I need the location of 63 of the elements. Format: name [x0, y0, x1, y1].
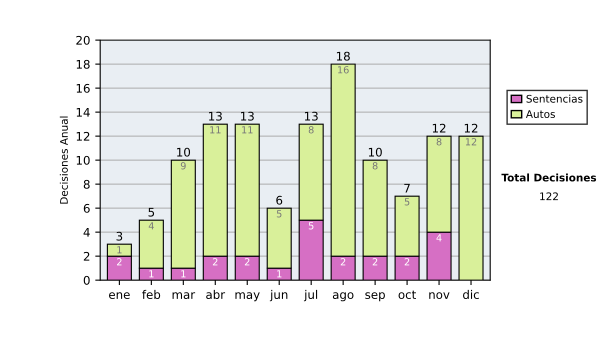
total-label: 3	[116, 232, 122, 241]
x-tick-label: ago	[332, 292, 354, 302]
y-tick-label: 6	[84, 204, 90, 213]
data-label: 12	[466, 138, 476, 146]
data-label: 1	[117, 246, 122, 254]
y-tick-label: 2	[84, 252, 90, 261]
y-tick-label: 14	[76, 108, 90, 117]
data-label: 2	[372, 258, 378, 266]
data-label: 2	[212, 258, 218, 266]
data-label: 1	[277, 270, 282, 278]
total-label: 12	[464, 124, 478, 132]
total-label: 10	[177, 148, 190, 157]
data-label: 5	[308, 222, 314, 230]
y-tick-label: 8	[84, 180, 90, 189]
total-label: 6	[276, 196, 282, 205]
total-label: 13	[209, 112, 222, 121]
total-label: 18	[336, 52, 350, 61]
y-axis-title: Decisiones Anual	[60, 116, 68, 204]
data-label: 5	[276, 210, 282, 218]
text: Total Decisiones	[501, 173, 596, 182]
data-label: 8	[372, 162, 378, 170]
x-tick-label: ene	[109, 292, 130, 300]
y-tick-label: 0	[84, 276, 90, 285]
x-tick-label: jun	[270, 290, 288, 302]
x-tick-label: oct	[398, 290, 416, 300]
total-label: 10	[368, 148, 382, 157]
data-label: 1	[149, 270, 154, 278]
legend-label: Autos	[526, 110, 555, 118]
x-tick-label: may	[235, 292, 260, 302]
y-tick-label: 18	[76, 60, 90, 69]
x-tick-label: dic	[463, 290, 479, 300]
y-tick-label: 20	[76, 36, 90, 45]
data-label: 2	[340, 258, 346, 266]
y-tick-label: 10	[76, 156, 90, 165]
legend-label: Sentencias	[526, 94, 582, 103]
x-tick-label: abr	[206, 290, 226, 300]
data-label: 4	[148, 222, 154, 230]
y-tick-label: 4	[84, 228, 90, 237]
text: 122	[540, 192, 558, 200]
data-label: 5	[404, 198, 410, 206]
total-label: 7	[404, 184, 410, 192]
data-label: 2	[404, 258, 410, 266]
data-label: 4	[436, 234, 442, 242]
total-label: 13	[241, 112, 254, 121]
data-label: 8	[308, 126, 314, 134]
x-tick-label: jul	[304, 290, 318, 302]
total-label: 5	[148, 208, 154, 217]
x-tick-label: feb	[142, 290, 160, 300]
x-tick-label: sep	[365, 292, 385, 302]
total-label: 12	[432, 124, 446, 132]
data-label: 2	[244, 258, 250, 266]
data-label: 1	[181, 270, 186, 278]
x-tick-label: nov	[429, 292, 450, 300]
data-label: 9	[180, 162, 186, 170]
total-label: 13	[304, 112, 318, 121]
data-label: 11	[210, 126, 221, 134]
x-tick-label: mar	[172, 292, 196, 300]
y-tick-label: 16	[76, 84, 90, 93]
data-label: 11	[242, 126, 253, 134]
y-tick-label: 12	[76, 132, 90, 141]
data-label: 16	[338, 66, 349, 74]
data-label: 8	[436, 138, 442, 146]
data-label: 2	[117, 258, 122, 266]
